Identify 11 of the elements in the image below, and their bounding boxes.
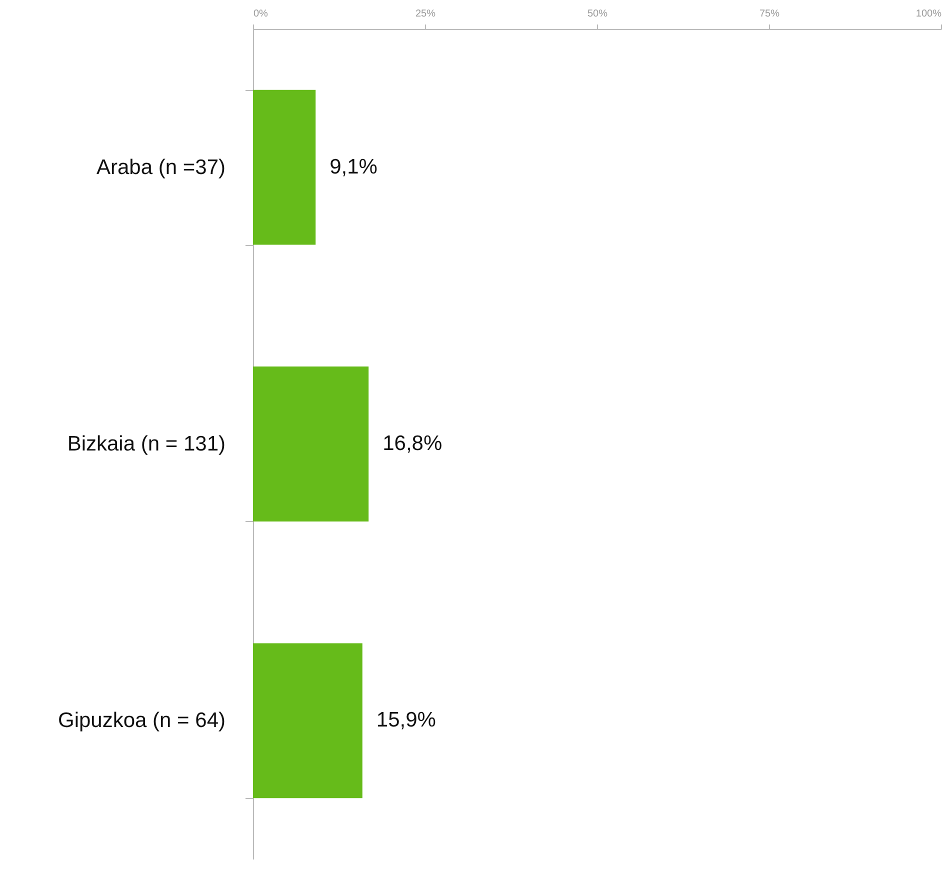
y-tick-label: Bizkaia (n = 131) <box>67 432 226 456</box>
y-tick-label: Gipuzkoa (n = 64) <box>58 709 226 732</box>
data-label: 9,1% <box>330 155 378 178</box>
y-tick-label: Araba (n =37) <box>96 156 226 179</box>
data-label: 16,8% <box>382 432 442 455</box>
x-tick-label: 75% <box>759 8 780 20</box>
x-tick-label: 50% <box>587 8 608 20</box>
x-tick-label: 100% <box>916 8 942 20</box>
x-tick-label: 25% <box>415 8 436 20</box>
data-label: 15,9% <box>376 708 436 732</box>
x-tick-label: 0% <box>254 8 268 20</box>
